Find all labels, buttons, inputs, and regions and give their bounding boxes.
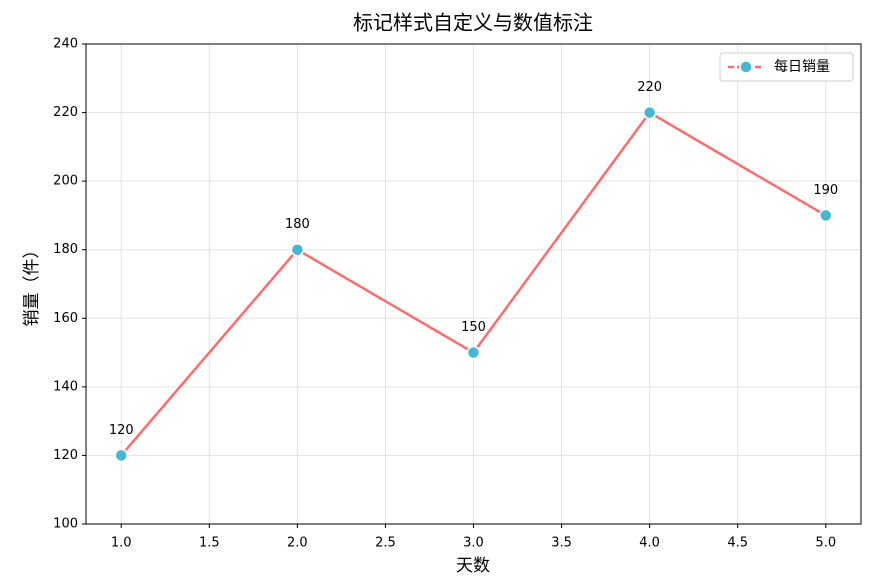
legend: 每日销量 bbox=[719, 52, 854, 82]
legend-box bbox=[719, 52, 854, 82]
x-tick-label: 3.0 bbox=[463, 536, 484, 551]
data-label: 220 bbox=[637, 80, 662, 95]
data-label: 120 bbox=[109, 423, 134, 438]
legend-label: 每日销量 bbox=[774, 59, 830, 75]
data-label: 150 bbox=[461, 320, 486, 335]
plot-frame bbox=[85, 43, 862, 525]
x-tick-label: 2.0 bbox=[287, 536, 308, 551]
y-tick-label: 180 bbox=[53, 242, 78, 257]
chart-title: 标记样式自定义与数值标注 bbox=[353, 11, 593, 35]
y-tick-label: 100 bbox=[53, 517, 78, 532]
marker bbox=[642, 105, 657, 120]
x-tick-label: 5.0 bbox=[815, 536, 836, 551]
marker bbox=[819, 208, 833, 223]
x-axis-label: 天数 bbox=[456, 556, 490, 576]
y-tick-label: 240 bbox=[53, 37, 78, 52]
x-tick-label: 1.5 bbox=[199, 536, 220, 551]
y-tick-label: 140 bbox=[53, 379, 78, 394]
legend-marker bbox=[739, 60, 753, 74]
marker bbox=[290, 242, 305, 257]
marker bbox=[114, 448, 128, 463]
x-tick-label: 4.0 bbox=[639, 536, 660, 551]
x-tick-label: 4.5 bbox=[727, 536, 748, 551]
y-tick-label: 120 bbox=[53, 448, 78, 463]
y-axis-label: 销量（件） bbox=[22, 242, 42, 327]
y-tick-label: 220 bbox=[53, 105, 78, 120]
x-tick-label: 3.5 bbox=[551, 536, 572, 551]
y-tick-label: 200 bbox=[53, 174, 78, 189]
data-label: 180 bbox=[285, 217, 310, 232]
x-tick-label: 1.0 bbox=[111, 536, 132, 551]
data-label: 190 bbox=[813, 183, 838, 198]
y-tick-label: 160 bbox=[53, 311, 78, 326]
x-tick-label: 2.5 bbox=[375, 536, 396, 551]
marker bbox=[466, 345, 481, 360]
